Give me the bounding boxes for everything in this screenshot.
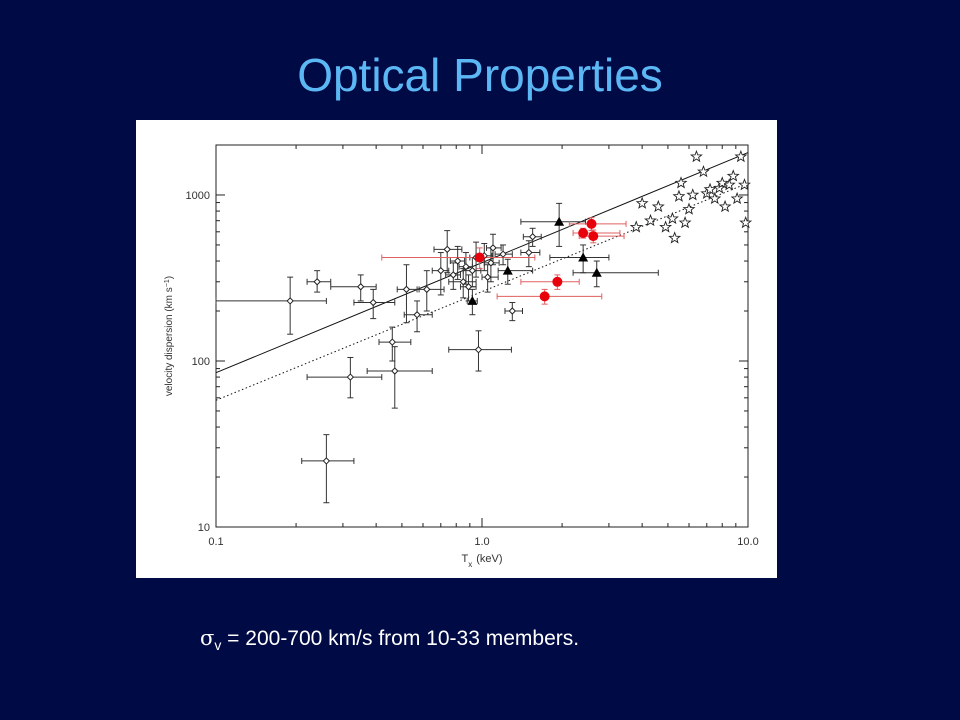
x-tick-label: 10.0 <box>737 536 758 548</box>
star-marker <box>696 164 710 178</box>
star-marker <box>651 199 665 213</box>
sigma-subscript: v <box>214 637 222 654</box>
star-marker <box>674 176 688 189</box>
diamond-marker <box>437 266 445 275</box>
diamond-marker <box>402 285 411 294</box>
diamond-marker <box>453 257 462 265</box>
diamond-marker <box>464 283 473 291</box>
star-marker <box>659 220 673 233</box>
red-circle-marker <box>588 231 599 242</box>
diamond-marker <box>528 233 537 241</box>
error-bars <box>215 202 659 504</box>
x-axis-label: Tx (keV) <box>461 553 502 569</box>
star-marker <box>635 196 649 209</box>
triangle-marker <box>591 267 602 277</box>
star-marker <box>644 213 657 227</box>
star-marker <box>739 215 753 229</box>
diamond-marker <box>388 338 397 346</box>
plot-panel: 0.1 1.0 10.0 10 100 1000 Tx (keV) velocity dis… <box>136 120 777 578</box>
star-marker <box>629 220 643 233</box>
diamond-marker <box>474 345 483 354</box>
red-circle-marker <box>474 252 485 263</box>
sigma-symbol: σ <box>200 626 215 650</box>
star-marker <box>682 202 696 215</box>
y-tick-label: 100 <box>192 356 210 368</box>
star-marker <box>718 199 732 213</box>
triangle-marker <box>554 216 565 226</box>
star-marker <box>666 211 679 225</box>
caption: σv = 200-700 km/s from 10-33 members. <box>200 626 579 653</box>
slide-title: Optical Properties <box>297 49 663 101</box>
y-axis-label: velocity dispersion (km s−1) <box>164 276 176 396</box>
diamond-marker <box>357 283 365 291</box>
star-marker <box>678 215 692 229</box>
x-axis-label-subscript: x <box>468 560 472 569</box>
axis-ticks <box>215 144 748 528</box>
scatter-plot: 0.1 1.0 10.0 10 100 1000 Tx (keV) velocity dis… <box>164 144 759 569</box>
fit-line-solid <box>215 152 749 374</box>
diamond-marker <box>499 250 507 258</box>
diamond-marker <box>443 245 451 254</box>
plot-frame <box>215 144 749 528</box>
tick-labels: 0.1 1.0 10.0 10 100 1000 <box>186 190 759 548</box>
red-circle-marker <box>552 276 563 287</box>
diamond-marker <box>489 244 497 252</box>
star-marker <box>734 149 748 163</box>
star-marker <box>668 231 682 244</box>
diamond-marker <box>468 266 477 275</box>
diamond-marker <box>487 259 495 267</box>
star-marker <box>686 188 700 201</box>
y-axis-label-superscript: −1 <box>164 279 171 287</box>
star-marker <box>730 191 744 205</box>
star-marker <box>703 182 717 195</box>
fit-line-dotted <box>215 182 749 401</box>
x-axis-label-main: T <box>461 553 468 565</box>
diamond-marker <box>346 373 355 381</box>
star-marker <box>708 191 722 205</box>
star-marker <box>689 149 703 163</box>
caption-text: = 200-700 km/s from 10-33 members. <box>221 627 580 650</box>
diamond-marker <box>508 307 517 315</box>
diamond-marker <box>413 311 421 319</box>
diamond-marker <box>525 248 533 257</box>
diamond-marker <box>423 285 431 294</box>
diamond-marker <box>459 278 467 286</box>
y-tick-label: 1000 <box>186 190 210 202</box>
fit-lines <box>215 152 749 401</box>
x-tick-label: 0.1 <box>208 536 223 548</box>
diamond-marker <box>313 278 321 286</box>
diamond-marker <box>286 297 294 305</box>
star-marker <box>672 189 686 202</box>
red-circle-marker <box>539 291 550 302</box>
diamond-marker <box>449 271 458 279</box>
star-marker <box>715 176 729 189</box>
triangle-marker <box>502 265 513 275</box>
star-marker <box>738 178 751 191</box>
red-circle-marker <box>578 228 589 239</box>
y-axis-label-main: velocity dispersion (km s <box>164 287 175 396</box>
data-markers <box>286 149 753 465</box>
x-axis-label-unit: (keV) <box>476 553 502 565</box>
star-marker <box>726 169 740 182</box>
diamond-marker <box>391 367 399 375</box>
triangle-marker <box>467 295 478 305</box>
y-axis-label-end: ) <box>164 276 175 279</box>
diamond-marker <box>483 273 492 281</box>
x-tick-label: 1.0 <box>474 536 489 548</box>
y-tick-label: 10 <box>198 522 210 534</box>
diamond-marker <box>322 457 331 465</box>
triangle-marker <box>578 252 589 262</box>
diamond-marker <box>462 262 470 271</box>
red-circle-marker <box>586 218 597 229</box>
diamond-marker <box>369 298 377 307</box>
